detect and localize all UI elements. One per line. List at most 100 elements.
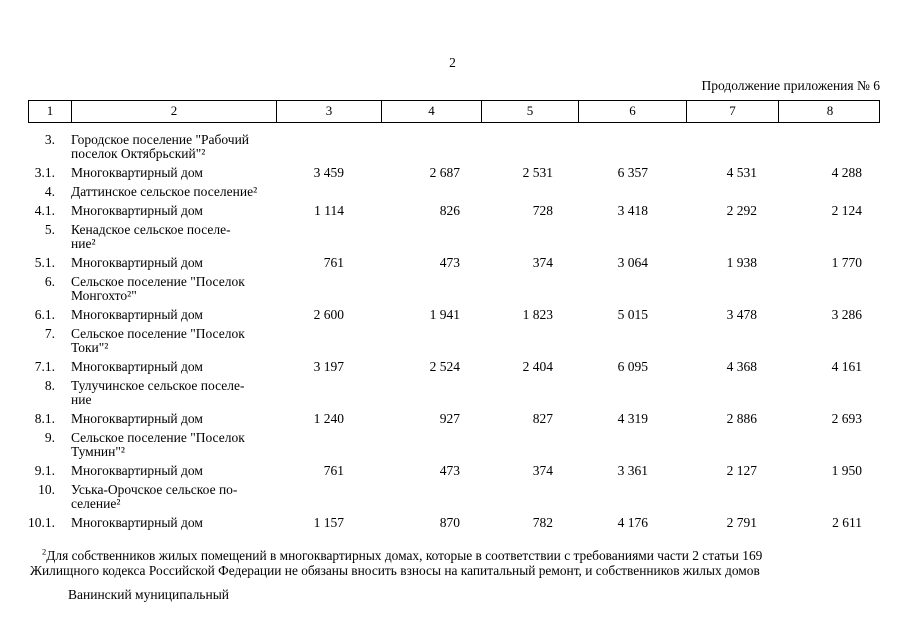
row-number: 10.1. bbox=[28, 515, 55, 530]
row-name-line: Даттинское сельское поселение² bbox=[71, 184, 258, 199]
row-name-line: Сельское поселение "Поселок bbox=[71, 430, 245, 445]
row-name-line: Сельское поселение "Поселок bbox=[71, 274, 245, 289]
row-value bbox=[380, 185, 480, 199]
row-value bbox=[480, 133, 577, 161]
table-row: 7.1. Многоквартирный дом 3 197 2 524 2 404 6 … bbox=[28, 360, 880, 374]
table-row: 5.1. Многоквартирный дом 761 473 374 3 064 1 9… bbox=[28, 256, 880, 270]
table-body: 3. Городское поселение "Рабочий поселок Ок… bbox=[28, 133, 880, 530]
row-value: 3 286 bbox=[831, 307, 862, 322]
row-number: 9. bbox=[44, 430, 55, 445]
row-number: 3.1. bbox=[34, 165, 55, 180]
row-value bbox=[275, 483, 380, 511]
row-value: 1 950 bbox=[831, 463, 862, 478]
row-value: 2 600 bbox=[313, 307, 344, 322]
row-value: 2 404 bbox=[522, 359, 553, 374]
row-value: 4 161 bbox=[831, 359, 862, 374]
row-value bbox=[685, 483, 777, 511]
row-name-line: Сельское поселение "Поселок bbox=[71, 326, 245, 341]
row-name-line: Тумнин"² bbox=[71, 444, 125, 459]
row-value bbox=[275, 275, 380, 303]
row-value bbox=[380, 275, 480, 303]
row-value bbox=[777, 379, 880, 407]
row-name-line: ние² bbox=[71, 236, 96, 251]
row-value bbox=[480, 431, 577, 459]
row-value bbox=[685, 327, 777, 355]
row-name: Городское поселение "Рабочий поселок Октя… bbox=[70, 133, 275, 161]
row-number: 4.1. bbox=[34, 203, 55, 218]
row-value bbox=[380, 483, 480, 511]
row-value: 2 886 bbox=[726, 411, 757, 426]
row-name-line: Городское поселение "Рабочий bbox=[71, 132, 250, 147]
footnote-marker: 2 bbox=[42, 546, 47, 557]
row-name: Многоквартирный дом bbox=[70, 516, 275, 530]
row-value: 728 bbox=[532, 203, 553, 218]
row-name-line: Многоквартирный дом bbox=[71, 203, 203, 218]
row-name-line: Токи"² bbox=[71, 340, 109, 355]
row-value: 826 bbox=[439, 203, 460, 218]
row-value: 3 064 bbox=[617, 255, 648, 270]
row-value: 2 531 bbox=[522, 165, 553, 180]
footnote: 2Для собственников жилых помещений в мно… bbox=[30, 546, 875, 578]
row-name-line: Тулучинское сельское поселе- bbox=[71, 378, 245, 393]
row-value bbox=[777, 223, 880, 251]
row-value: 473 bbox=[439, 255, 460, 270]
row-name: Многоквартирный дом bbox=[70, 360, 275, 374]
row-value bbox=[577, 483, 685, 511]
row-value: 1 941 bbox=[429, 307, 460, 322]
row-value: 4 288 bbox=[831, 165, 862, 180]
row-value bbox=[275, 185, 380, 199]
footnote-line: 2Для собственников жилых помещений в мно… bbox=[30, 546, 875, 564]
row-name-line: Многоквартирный дом bbox=[71, 255, 203, 270]
table-row: 7. Сельское поселение "Поселок Токи"² bbox=[28, 327, 880, 355]
row-value bbox=[577, 185, 685, 199]
row-value: 6 095 bbox=[617, 359, 648, 374]
table-header-cell: 5 bbox=[481, 101, 578, 122]
row-name-line: Кенадское сельское поселе- bbox=[71, 222, 231, 237]
row-value: 1 157 bbox=[313, 515, 344, 530]
row-name: Многоквартирный дом bbox=[70, 308, 275, 322]
row-value bbox=[685, 133, 777, 161]
row-name: Уська-Орочское сельское по-селение² bbox=[70, 483, 275, 511]
row-value: 4 319 bbox=[617, 411, 648, 426]
table-row: 3. Городское поселение "Рабочий поселок Ок… bbox=[28, 133, 880, 161]
row-name-line: Многоквартирный дом bbox=[71, 307, 203, 322]
row-value: 2 687 bbox=[429, 165, 460, 180]
table-header-cell: 3 bbox=[276, 101, 381, 122]
continuation-note: Продолжение приложения № 6 bbox=[701, 78, 880, 93]
row-value: 2 127 bbox=[726, 463, 757, 478]
row-value: 5 015 bbox=[617, 307, 648, 322]
table-row: 3.1. Многоквартирный дом 3 459 2 687 2 531 6 … bbox=[28, 166, 880, 180]
row-value bbox=[777, 185, 880, 199]
row-number: 3. bbox=[44, 132, 55, 147]
row-name-line: Многоквартирный дом bbox=[71, 359, 203, 374]
table-row: 10.1. Многоквартирный дом 1 157 870 782 4 176… bbox=[28, 516, 880, 530]
row-value: 2 693 bbox=[831, 411, 862, 426]
row-value bbox=[380, 133, 480, 161]
footnote-line: Жилищного кодекса Российской Федерации н… bbox=[30, 562, 760, 578]
row-value bbox=[275, 133, 380, 161]
row-value: 3 361 bbox=[617, 463, 648, 478]
table-header-cell: 2 bbox=[71, 101, 276, 122]
row-value: 3 459 bbox=[313, 165, 344, 180]
row-name-line: селение² bbox=[71, 496, 121, 511]
row-name-line: Уська-Орочское сельское по- bbox=[71, 482, 238, 497]
table-row: 9.1. Многоквартирный дом 761 473 374 3 361 2 1… bbox=[28, 464, 880, 478]
table-row: 8.1. Многоквартирный дом 1 240 927 827 4 319 2… bbox=[28, 412, 880, 426]
row-name: Многоквартирный дом bbox=[70, 464, 275, 478]
row-value bbox=[480, 483, 577, 511]
row-value: 3 478 bbox=[726, 307, 757, 322]
row-number: 7. bbox=[44, 326, 55, 341]
row-value bbox=[577, 223, 685, 251]
table-header-cell: 6 bbox=[578, 101, 686, 122]
row-name-line: ние bbox=[71, 392, 92, 407]
table-row: 6. Сельское поселение "Поселок Монгохто²" bbox=[28, 275, 880, 303]
row-name: Многоквартирный дом bbox=[70, 204, 275, 218]
row-value bbox=[380, 379, 480, 407]
row-value bbox=[275, 223, 380, 251]
row-value: 374 bbox=[532, 463, 553, 478]
row-value: 2 124 bbox=[831, 203, 862, 218]
row-value bbox=[577, 379, 685, 407]
row-name: Кенадское сельское поселе-ние² bbox=[70, 223, 275, 251]
